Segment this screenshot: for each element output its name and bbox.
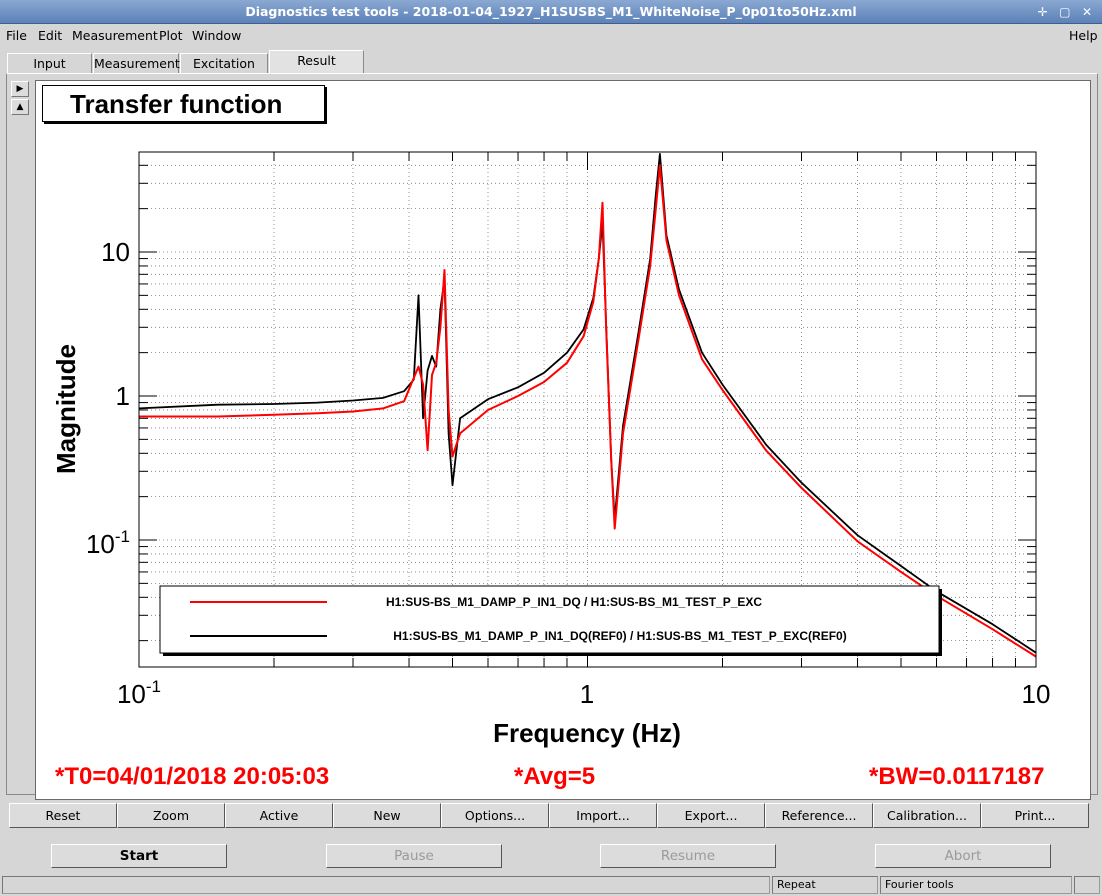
axis-ticks [139, 152, 1036, 667]
tab-excitation[interactable]: Excitation [180, 53, 268, 73]
maximize-icon[interactable]: ▢ [1059, 5, 1071, 19]
menu-file[interactable]: File [6, 28, 27, 43]
info-t0: *T0=04/01/2018 20:05:03 [55, 763, 330, 790]
window-controls: ✛ ▢ ✕ [1034, 0, 1096, 24]
x-axis-label: Frequency (Hz) [493, 718, 681, 748]
status-bar: Repeat Fourier tools [0, 874, 1102, 896]
tab-result[interactable]: Result [269, 50, 364, 74]
zoom-button[interactable]: Zoom [117, 803, 225, 828]
move-icon[interactable]: ✛ [1037, 5, 1048, 19]
collapse-up-icon[interactable]: ▲ [11, 99, 29, 115]
series-line-ref [139, 152, 1036, 654]
tab-input[interactable]: Input [7, 53, 92, 73]
menu-bar: File Edit Measurement Plot Window Help [0, 25, 1102, 47]
tab-measurement[interactable]: Measurement [93, 53, 180, 73]
status-message [2, 876, 770, 894]
menu-edit[interactable]: Edit [38, 28, 63, 43]
status-fourier-tools: Fourier tools [880, 876, 1072, 894]
menu-measurement[interactable]: Measurement [72, 28, 158, 43]
new-button[interactable]: New [333, 803, 441, 828]
tab-bar: Input Measurement Excitation Result [0, 50, 1102, 74]
info-avg: *Avg=5 [514, 763, 596, 790]
pause-button[interactable]: Pause [326, 844, 502, 868]
legend-label-ref: H1:SUS-BS_M1_DAMP_P_IN1_DQ(REF0) / H1:SU… [393, 629, 846, 643]
abort-button[interactable]: Abort [875, 844, 1051, 868]
import-button[interactable]: Import... [549, 803, 657, 828]
expand-right-icon[interactable]: ▶ [11, 81, 29, 97]
legend[interactable]: H1:SUS-BS_M1_DAMP_P_IN1_DQ / H1:SUS-BS_M… [159, 585, 942, 656]
plot-canvas[interactable] [35, 80, 1091, 800]
menu-window[interactable]: Window [192, 28, 242, 43]
series-line-live [139, 164, 1036, 658]
menu-plot[interactable]: Plot [159, 28, 183, 43]
close-icon[interactable]: ✕ [1081, 5, 1093, 19]
transfer-function-plot[interactable]: 10-1 1 10 10 1 10-1 Frequency (Hz) Magni… [0, 0, 1102, 800]
y-tick-label-10: 10 [101, 237, 130, 267]
info-bw: *BW=0.0117187 [869, 763, 1045, 790]
start-button[interactable]: Start [51, 844, 227, 868]
series-layer [139, 152, 1036, 658]
options-button[interactable]: Options... [441, 803, 549, 828]
print-button[interactable]: Print... [981, 803, 1089, 828]
y-tick-label-1: 1 [116, 381, 130, 411]
window-titlebar: Diagnostics test tools - 2018-01-04_1927… [0, 0, 1102, 24]
y-axis-label: Magnitude [51, 344, 81, 474]
status-repeat: Repeat [772, 876, 878, 894]
x-tick-label-0: 10-1 [117, 677, 161, 709]
x-tick-label-2: 10 [1022, 679, 1051, 709]
status-extra [1074, 876, 1100, 894]
x-tick-label-1: 1 [580, 679, 594, 709]
calibration-button[interactable]: Calibration... [873, 803, 981, 828]
legend-label-live: H1:SUS-BS_M1_DAMP_P_IN1_DQ / H1:SUS-BS_M… [386, 595, 762, 609]
active-button[interactable]: Active [225, 803, 333, 828]
reference-button[interactable]: Reference... [765, 803, 873, 828]
window-title: Diagnostics test tools - 2018-01-04_1927… [245, 4, 857, 19]
plot-title: Transfer function [42, 85, 325, 122]
plot-border [138, 151, 1037, 668]
reset-button[interactable]: Reset [9, 803, 117, 828]
export-button[interactable]: Export... [657, 803, 765, 828]
y-tick-label-0p1: 10-1 [86, 527, 130, 559]
resume-button[interactable]: Resume [600, 844, 776, 868]
menu-help[interactable]: Help [1069, 28, 1098, 43]
